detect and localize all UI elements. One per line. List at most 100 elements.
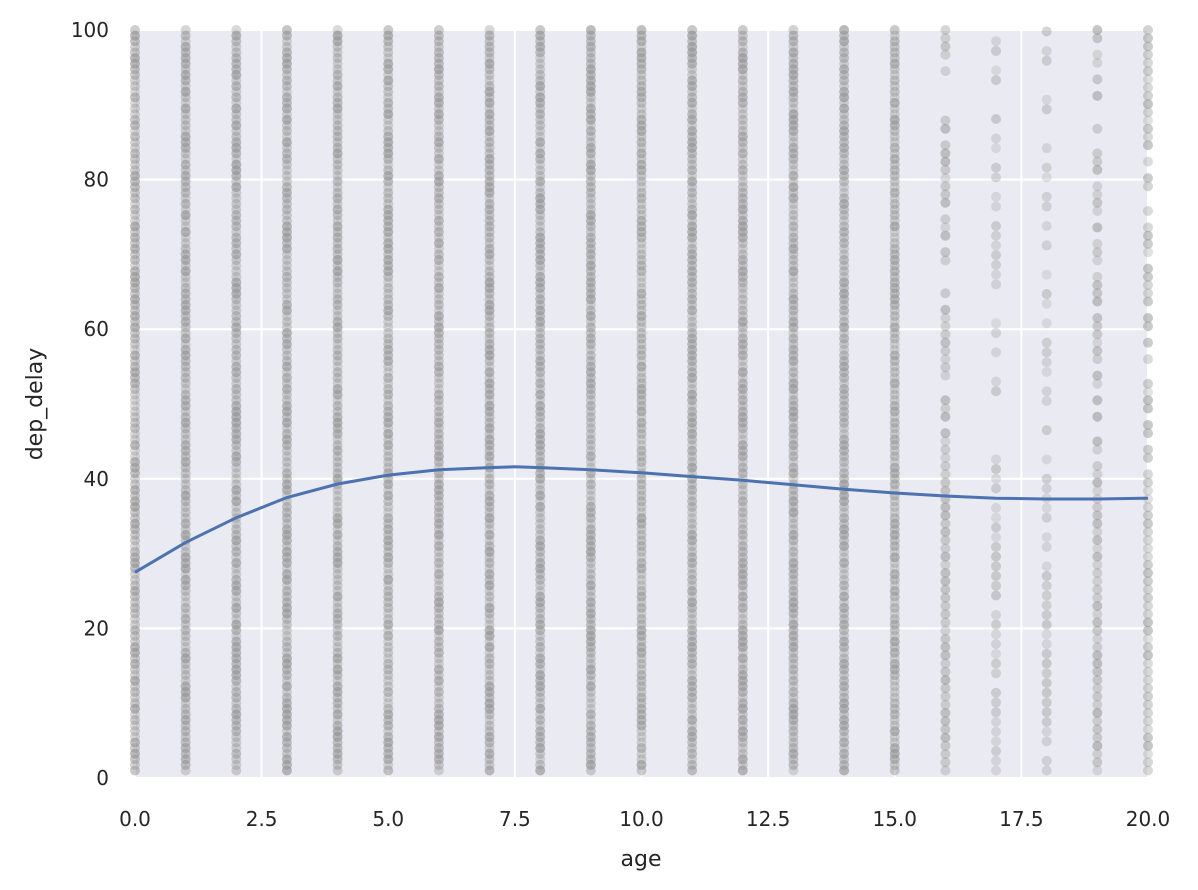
scatter-point — [839, 580, 850, 591]
regression-line — [134, 465, 1149, 574]
scatter-point — [1092, 345, 1103, 356]
scatter-point — [535, 518, 546, 529]
scatter-point — [889, 417, 900, 428]
scatter-point — [585, 451, 596, 462]
scatter-point — [737, 120, 748, 131]
scatter-point — [281, 384, 292, 395]
scatter-point — [433, 255, 444, 266]
scatter-point — [1143, 526, 1153, 537]
scatter-point — [281, 41, 292, 52]
scatter-point — [1041, 736, 1052, 747]
scatter-point — [991, 162, 1002, 173]
scatter-point — [180, 372, 191, 383]
scatter-point — [636, 417, 647, 428]
scatter-point — [383, 451, 394, 462]
scatter-point — [1092, 189, 1103, 200]
scatter-point — [535, 485, 546, 496]
scatter-point — [535, 327, 546, 338]
scatter-point — [1092, 25, 1103, 35]
scatter-point — [535, 226, 546, 237]
scatter-point — [535, 389, 546, 400]
scatter-point — [636, 311, 647, 322]
scatter-point — [130, 47, 140, 58]
scatter-point — [788, 496, 799, 507]
scatter-point — [889, 614, 900, 625]
scatter-point — [636, 557, 647, 568]
scatter-point — [1143, 57, 1153, 68]
scatter-point — [940, 337, 951, 348]
scatter-point — [636, 614, 647, 625]
scatter-point — [839, 221, 850, 232]
scatter-point — [383, 675, 394, 686]
scatter-point — [383, 658, 394, 669]
scatter-point — [636, 187, 647, 198]
scatter-point — [535, 69, 546, 80]
scatter-point — [585, 58, 596, 69]
scatter-point — [991, 454, 1002, 465]
scatter-point — [433, 647, 444, 658]
y-tick-label: 40 — [84, 467, 109, 491]
scatter-point — [889, 182, 900, 193]
scatter-point — [535, 765, 546, 776]
scatter-point — [332, 255, 343, 266]
scatter-point — [332, 653, 343, 664]
scatter-point — [636, 507, 647, 518]
scatter-point — [281, 636, 292, 647]
scatter-point — [383, 630, 394, 641]
scatter-point — [332, 25, 343, 35]
scatter-point — [788, 597, 799, 608]
scatter-point — [991, 736, 1002, 747]
scatter-point — [1143, 263, 1153, 274]
scatter-point — [332, 165, 343, 176]
scatter-point — [180, 737, 191, 748]
scatter-point — [839, 182, 850, 193]
scatter-point — [889, 563, 900, 574]
scatter-point — [687, 165, 698, 176]
scatter-point — [484, 473, 495, 484]
scatter-point — [180, 187, 191, 198]
scatter-point — [889, 372, 900, 383]
scatter-point — [585, 692, 596, 703]
scatter-point — [636, 485, 647, 496]
scatter-point — [636, 299, 647, 310]
scatter-point — [737, 367, 748, 378]
scatter-point — [737, 243, 748, 254]
scatter-point — [180, 709, 191, 720]
scatter-point — [1041, 396, 1052, 407]
scatter-point — [889, 451, 900, 462]
scatter-point — [737, 109, 748, 120]
scatter-point — [940, 436, 951, 447]
x-axis-ticks: 0.0 2.5 5.0 7.5 10.0 12.5 15.0 17.5 20.0 — [119, 807, 1170, 831]
scatter-point — [281, 462, 292, 473]
scatter-point — [281, 597, 292, 608]
scatter-point — [889, 737, 900, 748]
scatter-point — [1143, 633, 1153, 644]
scatter-point — [281, 114, 292, 125]
scatter-point — [585, 400, 596, 411]
scatter-point — [130, 131, 140, 142]
scatter-point — [484, 75, 495, 86]
scatter-point — [788, 30, 799, 41]
scatter-point — [332, 384, 343, 395]
scatter-point — [991, 619, 1002, 630]
scatter-point — [433, 36, 444, 47]
scatter-point — [180, 473, 191, 484]
scatter-point — [687, 569, 698, 580]
scatter-point — [839, 692, 850, 703]
scatter-point — [433, 709, 444, 720]
scatter-point — [180, 277, 191, 288]
scatter-point — [1092, 74, 1103, 85]
scatter-point — [991, 376, 1002, 387]
scatter-point — [231, 597, 242, 608]
scatter-point — [332, 372, 343, 383]
scatter-point — [585, 355, 596, 366]
scatter-point — [1143, 600, 1153, 611]
scatter-point — [636, 658, 647, 669]
scatter-point — [788, 423, 799, 434]
scatter-point — [535, 653, 546, 664]
scatter-point — [788, 490, 799, 501]
scatter-point — [433, 569, 444, 580]
scatter-point — [1143, 551, 1153, 562]
scatter-point — [687, 759, 698, 770]
scatter-point — [1092, 584, 1103, 595]
